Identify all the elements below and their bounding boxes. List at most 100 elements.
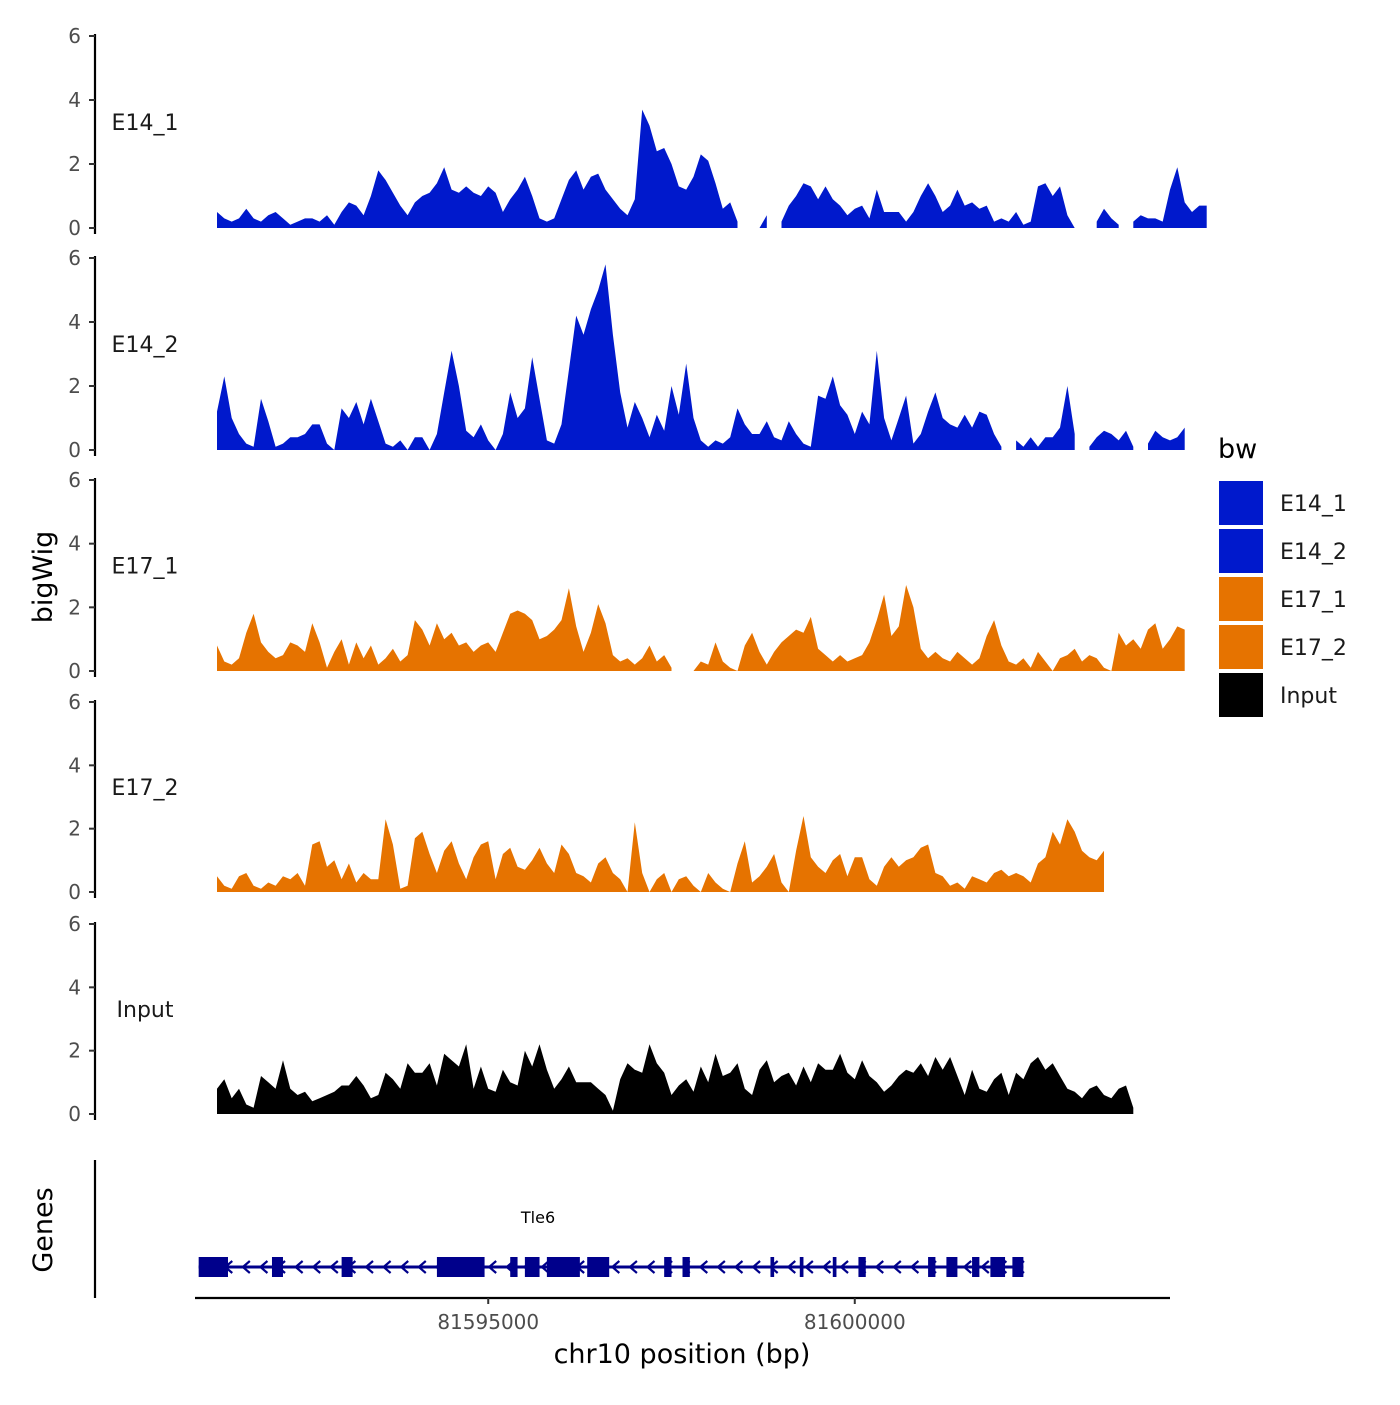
track-label: E14_2 [112, 333, 179, 358]
strand-arrow [821, 1260, 832, 1274]
strand-arrow [786, 1260, 796, 1274]
legend-swatch [1219, 481, 1263, 525]
coverage-area [1089, 430, 1134, 450]
tracks-layer: 0 2 4 6 E14_1 0 2 4 6 E14_2 0 2 4 6 E17_1 0 2 4 6 E17_2 0 2 4 6… [68, 24, 1207, 1126]
legend-label: Input [1280, 684, 1337, 709]
exon [799, 1257, 804, 1277]
y-tick-label: 0 [68, 216, 81, 240]
coverage-area [1016, 386, 1075, 450]
strand-arrow [258, 1260, 269, 1274]
track-e17-1: 0 2 4 6 E17_1 [68, 468, 1185, 683]
strand-arrow [909, 1260, 920, 1274]
strand-arrow [716, 1260, 726, 1274]
strand-arrow [733, 1260, 744, 1274]
y-tick-label: 4 [68, 975, 81, 999]
exon [1012, 1257, 1024, 1277]
y-tick-label: 4 [68, 532, 81, 556]
y-tick-label: 4 [68, 88, 81, 112]
exon [664, 1257, 672, 1277]
exon [832, 1257, 837, 1277]
exon [271, 1257, 283, 1277]
strand-arrow [293, 1260, 304, 1274]
strand-arrow [645, 1260, 656, 1274]
coverage-area [217, 264, 1002, 450]
coverage-area [1133, 167, 1207, 228]
strand-arrow [311, 1260, 321, 1274]
legend-swatch [1219, 673, 1263, 717]
track-label: E17_1 [112, 555, 179, 580]
strand-arrow [329, 1260, 339, 1274]
exon [770, 1257, 775, 1277]
strand-arrow [962, 1260, 972, 1274]
track-input: 0 2 4 6 Input [68, 912, 1134, 1126]
gene-name-label: Tle6 [520, 1208, 555, 1227]
strand-arrow [417, 1260, 427, 1274]
strand-arrow [610, 1260, 621, 1274]
track-label: Input [117, 998, 174, 1023]
coverage-area [217, 588, 672, 671]
track-e17-2: 0 2 4 6 E17_2 [68, 690, 1104, 904]
legend-swatch [1219, 529, 1263, 573]
strand-arrow [241, 1260, 251, 1274]
y-tick-label: 6 [68, 24, 81, 48]
x-tick-label: 81600000 [804, 1310, 906, 1334]
exon [524, 1257, 540, 1277]
coverage-area [759, 215, 767, 228]
exon [972, 1257, 980, 1277]
strand-arrow [751, 1260, 761, 1274]
y-tick-label: 6 [68, 912, 81, 936]
legend-label: E17_1 [1280, 588, 1347, 613]
exon [928, 1257, 936, 1277]
coverage-area [217, 109, 738, 228]
strand-arrow [381, 1260, 392, 1274]
coverage-area [217, 1044, 1134, 1114]
y-tick-label: 2 [68, 595, 81, 619]
exon [858, 1257, 866, 1277]
legend-label: E17_2 [1280, 636, 1347, 661]
track-label: E17_2 [112, 776, 179, 801]
legend-label: E14_2 [1280, 540, 1347, 565]
y-tick-label: 2 [68, 374, 81, 398]
track-label: E14_1 [112, 111, 179, 136]
legend-label: E14_1 [1280, 492, 1347, 517]
legend-swatch [1219, 577, 1263, 621]
strand-arrow [399, 1260, 409, 1274]
strand-arrow [839, 1260, 849, 1274]
y-tick-label: 2 [68, 1039, 81, 1063]
exon [198, 1257, 228, 1277]
legend-swatch [1219, 625, 1263, 669]
y-axis-title: bigWig [28, 531, 59, 624]
exon [546, 1257, 580, 1277]
x-tick-label: 81595000 [437, 1310, 539, 1334]
genes-panel: Tle6 [93, 1160, 1025, 1298]
y-tick-label: 2 [68, 817, 81, 841]
y-tick-label: 0 [68, 659, 81, 683]
genes-panel-title: Genes [28, 1187, 59, 1272]
strand-arrow [364, 1260, 374, 1274]
exon [990, 1257, 1006, 1277]
coverage-area [1148, 427, 1185, 450]
legend: bw E14_1 E14_2 E17_1 E17_2 Input [1218, 434, 1347, 717]
track-e14-2: 0 2 4 6 E14_2 [68, 246, 1185, 462]
coverage-area [693, 585, 1185, 671]
strand-arrow [540, 1260, 550, 1274]
track-e14-1: 0 2 4 6 E14_1 [68, 24, 1207, 240]
strand-arrow [487, 1260, 497, 1274]
y-tick-label: 6 [68, 690, 81, 714]
exon [946, 1257, 958, 1277]
strand-arrow [980, 1260, 990, 1274]
x-axis-title: chr10 position (bp) [554, 1339, 811, 1370]
strand-arrow [892, 1260, 902, 1274]
legend-title: bw [1218, 434, 1257, 465]
y-tick-label: 6 [68, 246, 81, 270]
y-tick-label: 0 [68, 880, 81, 904]
exon [436, 1257, 485, 1277]
y-tick-label: 0 [68, 438, 81, 462]
y-tick-label: 6 [68, 468, 81, 492]
coverage-area [781, 183, 1075, 228]
strand-arrow [628, 1260, 638, 1274]
exon [587, 1257, 610, 1277]
strand-arrow [874, 1260, 884, 1274]
